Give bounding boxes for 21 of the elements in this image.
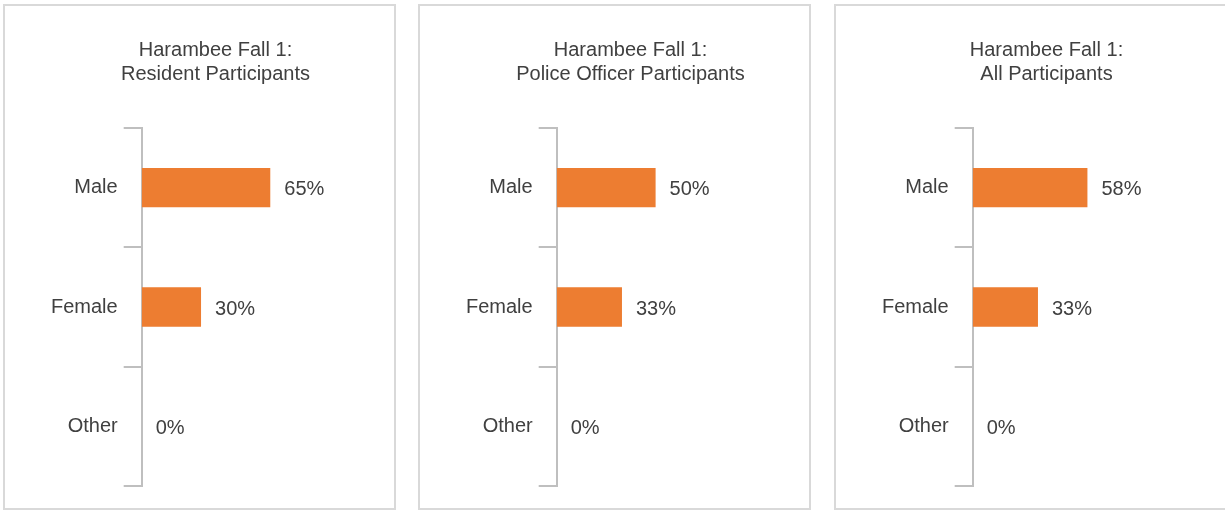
y-tick-label: Female	[465, 294, 533, 317]
y-tick-label: Other	[898, 413, 950, 436]
y-tick-label: Other	[482, 413, 534, 436]
data-label: 33%	[1051, 296, 1093, 319]
chart-title: Harambee Fall 1: All Participants	[969, 37, 1124, 84]
y-tick-label: Female	[50, 294, 118, 317]
data-label: 58%	[1101, 177, 1142, 200]
chart-title: Harambee Fall 1: Resident Participants	[121, 37, 310, 84]
y-tick-label: Other	[67, 413, 119, 436]
data-label: 30%	[215, 296, 256, 319]
y-tick-label: Male	[74, 175, 118, 198]
y-tick-label: Female	[881, 294, 949, 317]
data-label: 50%	[669, 177, 710, 200]
data-label: 65%	[284, 177, 325, 200]
y-tick-label: Male	[489, 175, 533, 198]
data-label: 33%	[635, 296, 677, 319]
y-tick-label: Male	[905, 175, 949, 198]
chart-title: Harambee Fall 1: Police Officer Participants	[516, 37, 745, 84]
data-label: 0%	[155, 415, 185, 438]
data-label: 0%	[986, 415, 1016, 438]
data-label: 0%	[570, 415, 600, 438]
